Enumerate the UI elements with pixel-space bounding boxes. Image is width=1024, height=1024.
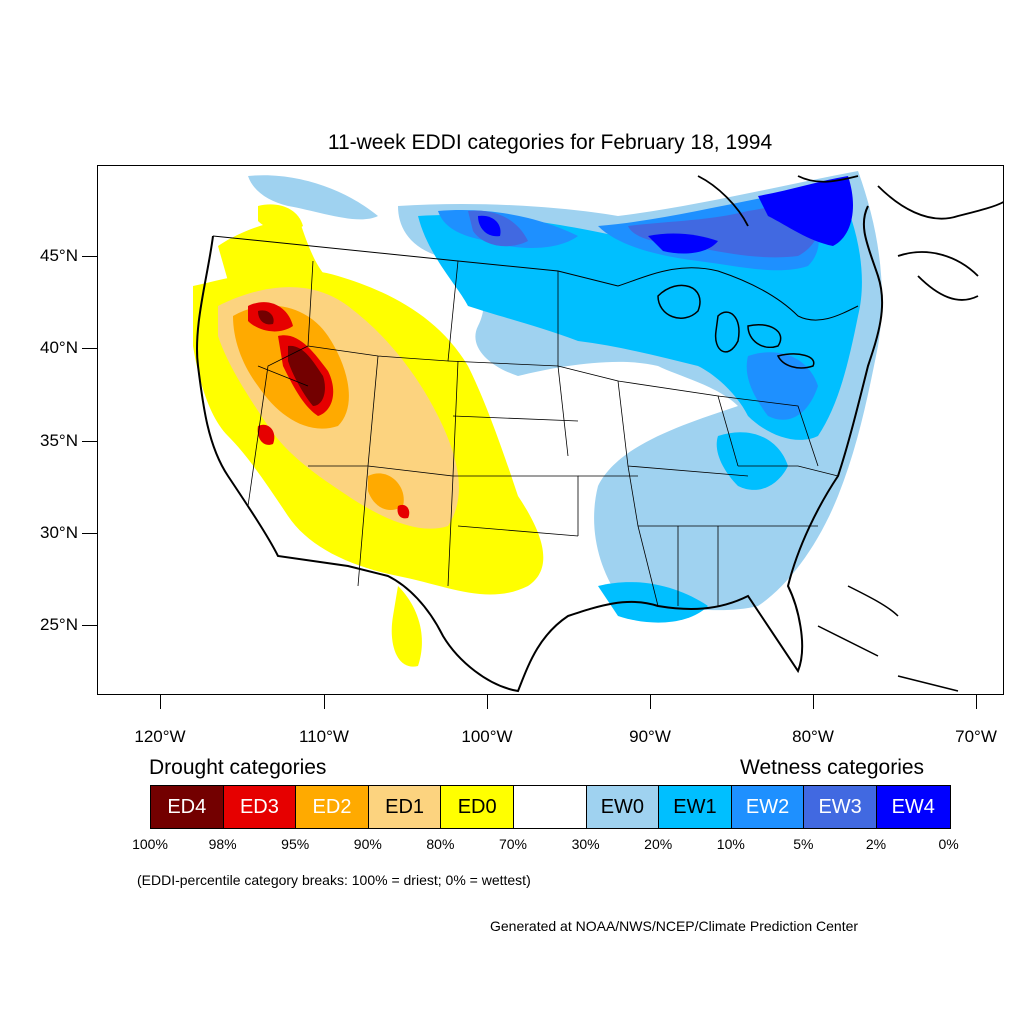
lat-tick	[82, 256, 97, 257]
category-note: (EDDI-percentile category breaks: 100% =…	[137, 872, 531, 888]
caribbean-islands	[817, 585, 959, 692]
lon-tick	[160, 695, 161, 709]
lon-label-70w: 70°W	[955, 727, 997, 746]
lon-tick	[324, 695, 325, 709]
lat-tick	[82, 441, 97, 442]
legend-swatch: EW1	[659, 786, 732, 828]
percentile-label: 98%	[208, 836, 237, 852]
lon-label-80w: 80°W	[792, 727, 834, 746]
legend-swatch: ED1	[368, 786, 442, 828]
lat-label-40: 40°N	[40, 338, 78, 357]
percentile-label: 10%	[716, 836, 745, 852]
lon-tick	[813, 695, 814, 709]
lon-label-100w: 100°W	[461, 727, 513, 746]
percentile-label: 0%	[938, 836, 959, 852]
credit-line: Generated at NOAA/NWS/NCEP/Climate Predi…	[490, 918, 859, 934]
legend-swatch: EW0	[586, 786, 660, 828]
percentile-label: 80%	[426, 836, 455, 852]
map-title: 11-week EDDI categories for February 18,…	[327, 131, 773, 154]
lat-label-35: 35°N	[40, 431, 78, 450]
percentile-label: 5%	[793, 836, 814, 852]
percentile-label: 90%	[353, 836, 382, 852]
lon-tick	[487, 695, 488, 709]
map-canvas	[193, 171, 1003, 693]
lat-label-25: 25°N	[40, 615, 78, 634]
legend-swatch	[513, 786, 587, 828]
lon-label-90w: 90°W	[629, 727, 671, 746]
legend-swatch: ED4	[151, 786, 224, 828]
lat-label-30: 30°N	[40, 523, 78, 542]
lon-label-110w: 110°W	[299, 727, 349, 746]
percentile-label: 20%	[644, 836, 673, 852]
legend-swatch: ED2	[296, 786, 369, 828]
percentile-label: 95%	[281, 836, 310, 852]
wetness-heading: Wetness categories	[740, 756, 925, 779]
lat-tick	[82, 533, 97, 534]
percentile-label: 70%	[498, 836, 528, 852]
drought-regions	[193, 204, 544, 667]
lon-tick	[976, 695, 977, 709]
legend-swatch: EW3	[804, 786, 877, 828]
great-lakes	[657, 284, 815, 369]
drought-heading: Drought categories	[149, 756, 327, 779]
lon-tick	[650, 695, 651, 709]
lon-label-120w: 120°W	[134, 727, 186, 746]
eddi-map	[97, 165, 1004, 695]
percentile-label: 2%	[865, 836, 887, 852]
lat-label-45: 45°N	[40, 246, 78, 265]
boundaries	[196, 175, 1003, 693]
percentile-label: 100%	[132, 836, 168, 852]
lat-tick	[82, 348, 97, 349]
legend-swatch: ED0	[441, 786, 514, 828]
legend-swatch: EW2	[731, 786, 805, 828]
canada-coast	[697, 175, 1003, 301]
legend-swatch: ED3	[223, 786, 297, 828]
category-legend: ED4 ED3 ED2 ED1 ED0 EW0 EW1 EW2 EW3 EW4	[150, 785, 951, 829]
us-outline	[196, 205, 884, 693]
lat-tick	[82, 625, 97, 626]
percentile-label: 30%	[571, 836, 600, 852]
legend-swatch: EW4	[876, 786, 950, 828]
wetness-regions	[248, 171, 882, 623]
